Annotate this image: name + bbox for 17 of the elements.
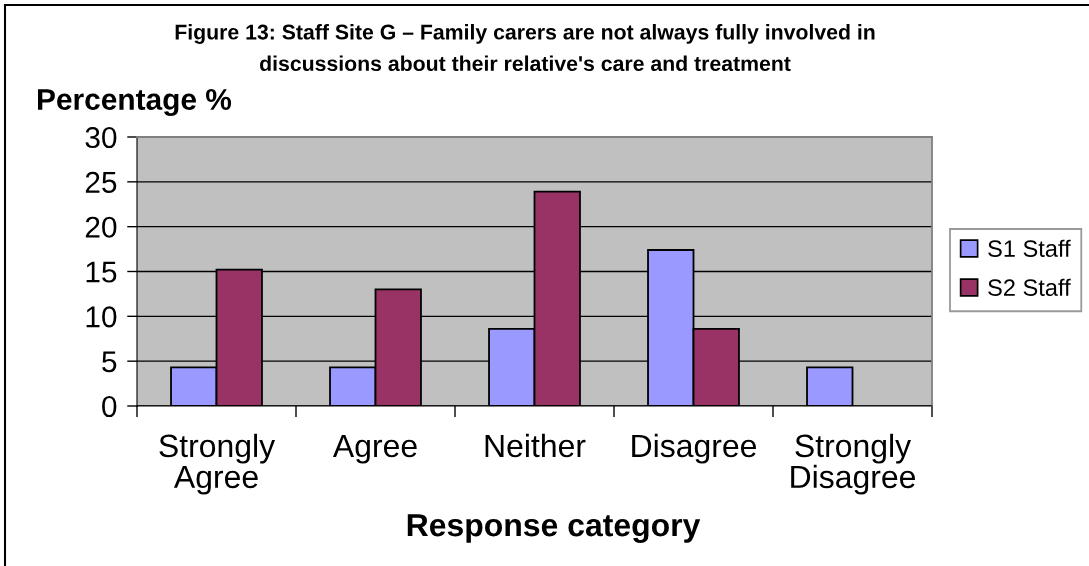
y-tick-label: 20 bbox=[85, 216, 117, 238]
legend-label: S2 Staff bbox=[988, 278, 1071, 296]
legend-label: S1 Staff bbox=[988, 239, 1071, 257]
y-axis-title: Percentage % bbox=[38, 88, 232, 116]
x-tick-label: Neither bbox=[485, 433, 586, 458]
y-tick-label: 15 bbox=[86, 261, 117, 283]
y-tick-label: 30 bbox=[85, 126, 117, 149]
chart-title: Figure 13: Staff Site G – Family carers are not always fully involved in discussions about their relative's care and treatment bbox=[175, 24, 875, 72]
y-tick-label: 25 bbox=[85, 171, 117, 193]
x-tick-label: Strongly Agree bbox=[159, 433, 276, 495]
x-tick-label: Agree bbox=[332, 434, 417, 464]
y-tick-label: 0 bbox=[102, 395, 117, 418]
x-tick-label: Disagree bbox=[632, 433, 756, 464]
y-tick-label: 5 bbox=[102, 351, 117, 373]
y-tick-label: 10 bbox=[86, 306, 117, 328]
x-tick-label: Strongly Disagree bbox=[791, 433, 915, 495]
x-axis-title: Response category bbox=[407, 514, 701, 543]
